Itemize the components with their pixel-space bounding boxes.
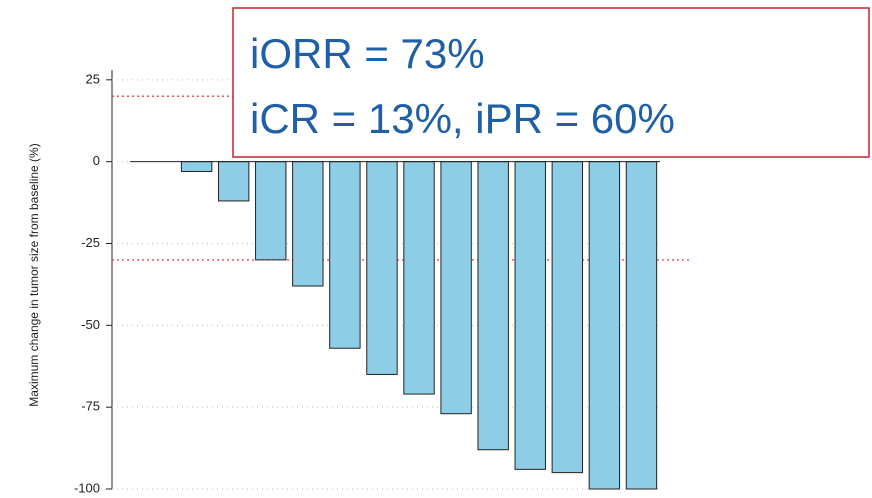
annotation: iORR = 73% xyxy=(250,30,485,77)
y-tick-label: -50 xyxy=(81,317,100,332)
bar xyxy=(403,161,435,395)
y-tick-label: -25 xyxy=(81,235,100,250)
bar xyxy=(366,161,398,375)
y-axis-label: Maximum change in tumor size from baseli… xyxy=(27,143,41,406)
bar xyxy=(329,161,361,349)
bar xyxy=(514,161,546,470)
bar xyxy=(180,161,213,172)
bar xyxy=(477,161,509,451)
bar xyxy=(292,161,324,287)
y-tick-label: -75 xyxy=(81,399,100,414)
annotation-box xyxy=(232,7,870,158)
bar xyxy=(588,161,621,490)
bar xyxy=(255,161,287,261)
y-tick-label: 0 xyxy=(93,153,100,168)
annotation: iCR = 13%, iPR = 60% xyxy=(250,95,675,142)
y-tick-label: -100 xyxy=(74,480,100,495)
y-tick-label: 25 xyxy=(86,71,100,86)
bar xyxy=(217,161,250,202)
bar xyxy=(551,161,584,474)
bar xyxy=(625,161,658,490)
bar xyxy=(440,161,472,415)
